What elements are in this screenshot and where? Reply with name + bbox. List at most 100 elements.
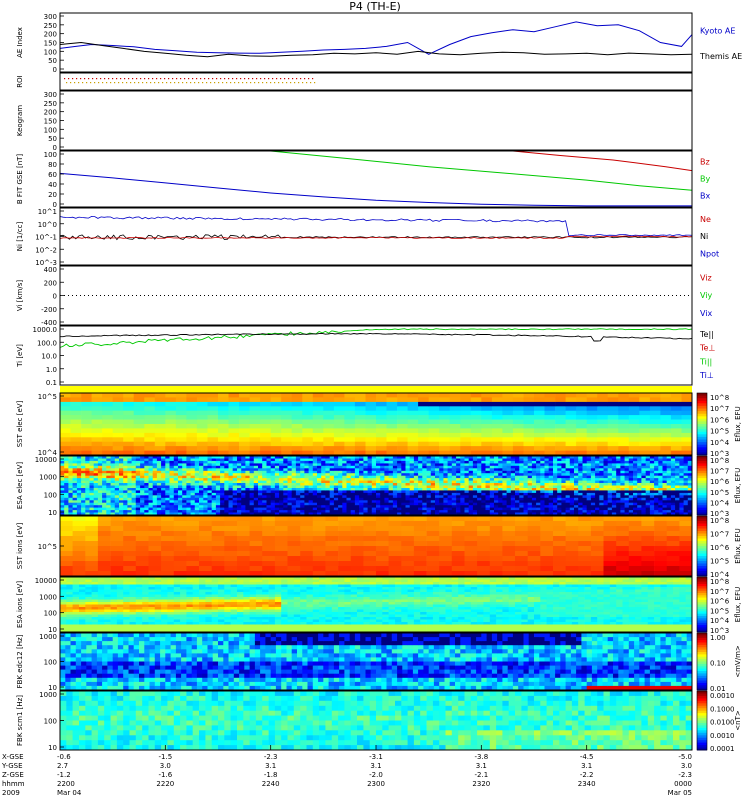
spectro-cell xyxy=(270,456,276,459)
spectro-cell xyxy=(148,478,154,481)
spectro-cell xyxy=(512,437,524,443)
spectro-cell xyxy=(338,463,343,467)
spectro-cell xyxy=(291,483,297,486)
spectro-cell xyxy=(670,450,682,456)
spectro-cell xyxy=(270,495,276,499)
spectro-cell xyxy=(675,507,680,511)
spectro-cell xyxy=(472,458,478,462)
spectro-cell xyxy=(512,397,524,403)
spectro-cell xyxy=(477,505,482,509)
spectro-cell xyxy=(161,566,175,572)
spectro-cell xyxy=(449,432,461,438)
spectro-cell xyxy=(144,424,156,429)
spectro-cell xyxy=(262,458,267,462)
spectro-cell xyxy=(658,510,663,513)
spectro-cell xyxy=(553,566,566,572)
spectro-cell xyxy=(224,502,229,506)
spectro-cell xyxy=(413,551,427,557)
spectro-cell xyxy=(363,470,368,474)
spectro-cell xyxy=(681,437,693,443)
spectro-cell xyxy=(477,502,482,506)
spectro-cell xyxy=(649,497,655,501)
spectro-cell xyxy=(679,507,684,511)
spectro-cell xyxy=(386,393,398,398)
spectro-cell xyxy=(131,510,137,513)
spectro-cell xyxy=(460,446,472,451)
spectro-cell xyxy=(481,465,486,469)
spectro-cell xyxy=(544,450,556,456)
spectro-cell xyxy=(384,468,389,472)
spectro-cell xyxy=(681,393,693,398)
spectro-cell xyxy=(637,463,642,467)
spectro-cell xyxy=(152,475,158,479)
spectro-cell xyxy=(376,437,387,443)
spectro-cell xyxy=(603,505,609,509)
spectro-cell xyxy=(97,571,111,577)
spectro-cell xyxy=(502,397,514,403)
spectro-cell xyxy=(295,500,301,504)
spectro-cell xyxy=(224,460,229,464)
spectro-cell xyxy=(494,497,499,501)
spectro-cell xyxy=(161,571,175,577)
spectro-cell xyxy=(295,507,301,511)
spectro-cell xyxy=(169,460,175,464)
spectro-cell xyxy=(81,456,86,459)
spectro-cell xyxy=(169,497,175,501)
spectro-cell xyxy=(262,571,276,577)
spectro-cell xyxy=(249,492,255,496)
spectro-cell xyxy=(215,468,221,472)
spectro-cell xyxy=(456,507,461,511)
spectro-cell xyxy=(481,463,486,467)
spectro-cell xyxy=(114,483,120,486)
spectro-cell xyxy=(359,507,364,511)
spectro-cell xyxy=(561,485,566,489)
spectro-cell xyxy=(186,507,191,511)
spectro-cell xyxy=(338,531,352,537)
spectro-cell xyxy=(407,424,419,429)
spectro-cell xyxy=(333,419,345,425)
spectro-cell xyxy=(443,497,448,501)
spectro-cell xyxy=(199,521,212,527)
spectro-cell xyxy=(354,505,360,509)
spectro-cell xyxy=(81,463,86,467)
spectro-cell xyxy=(329,502,335,506)
spectro-cell xyxy=(569,483,575,486)
spectro-cell xyxy=(376,488,381,491)
spectro-cell xyxy=(133,393,145,398)
spectro-cell xyxy=(165,468,170,472)
spectro-cell xyxy=(312,551,326,557)
spectro-cell xyxy=(102,465,107,469)
spectro-cell xyxy=(531,456,537,459)
spectro-cell xyxy=(607,497,613,501)
spectro-cell xyxy=(85,460,90,464)
spectro-cell xyxy=(196,437,208,443)
spectro-cell xyxy=(156,505,162,509)
spectro-cell xyxy=(376,500,381,504)
spectro-cell xyxy=(376,483,381,486)
spectro-cell xyxy=(523,492,529,496)
spectro-cell xyxy=(557,495,562,499)
spectro-cell xyxy=(228,465,234,469)
spectro-cell xyxy=(239,432,250,438)
spectro-cell xyxy=(72,465,78,469)
spectro-cell xyxy=(279,463,284,467)
spectro-cell xyxy=(439,446,451,451)
spectro-cell xyxy=(649,393,661,398)
spectro-cell xyxy=(178,488,183,491)
spectro-cell xyxy=(119,465,124,469)
spectro-cell xyxy=(481,410,493,416)
spectro-cell xyxy=(472,490,478,494)
spectro-cell xyxy=(662,507,668,511)
spectro-cell xyxy=(491,450,503,456)
spectro-cell xyxy=(561,512,566,516)
spectro-cell xyxy=(178,463,183,467)
spectro-cell xyxy=(607,406,619,412)
spectro-cell xyxy=(279,456,284,459)
spectro-cell xyxy=(468,492,474,496)
spectro-cell xyxy=(300,488,305,491)
spectro-cell xyxy=(241,483,246,486)
spectro-cell xyxy=(262,561,276,567)
spectro-cell xyxy=(447,485,453,489)
spectro-cell xyxy=(451,492,457,496)
spectro-cell xyxy=(548,502,554,506)
